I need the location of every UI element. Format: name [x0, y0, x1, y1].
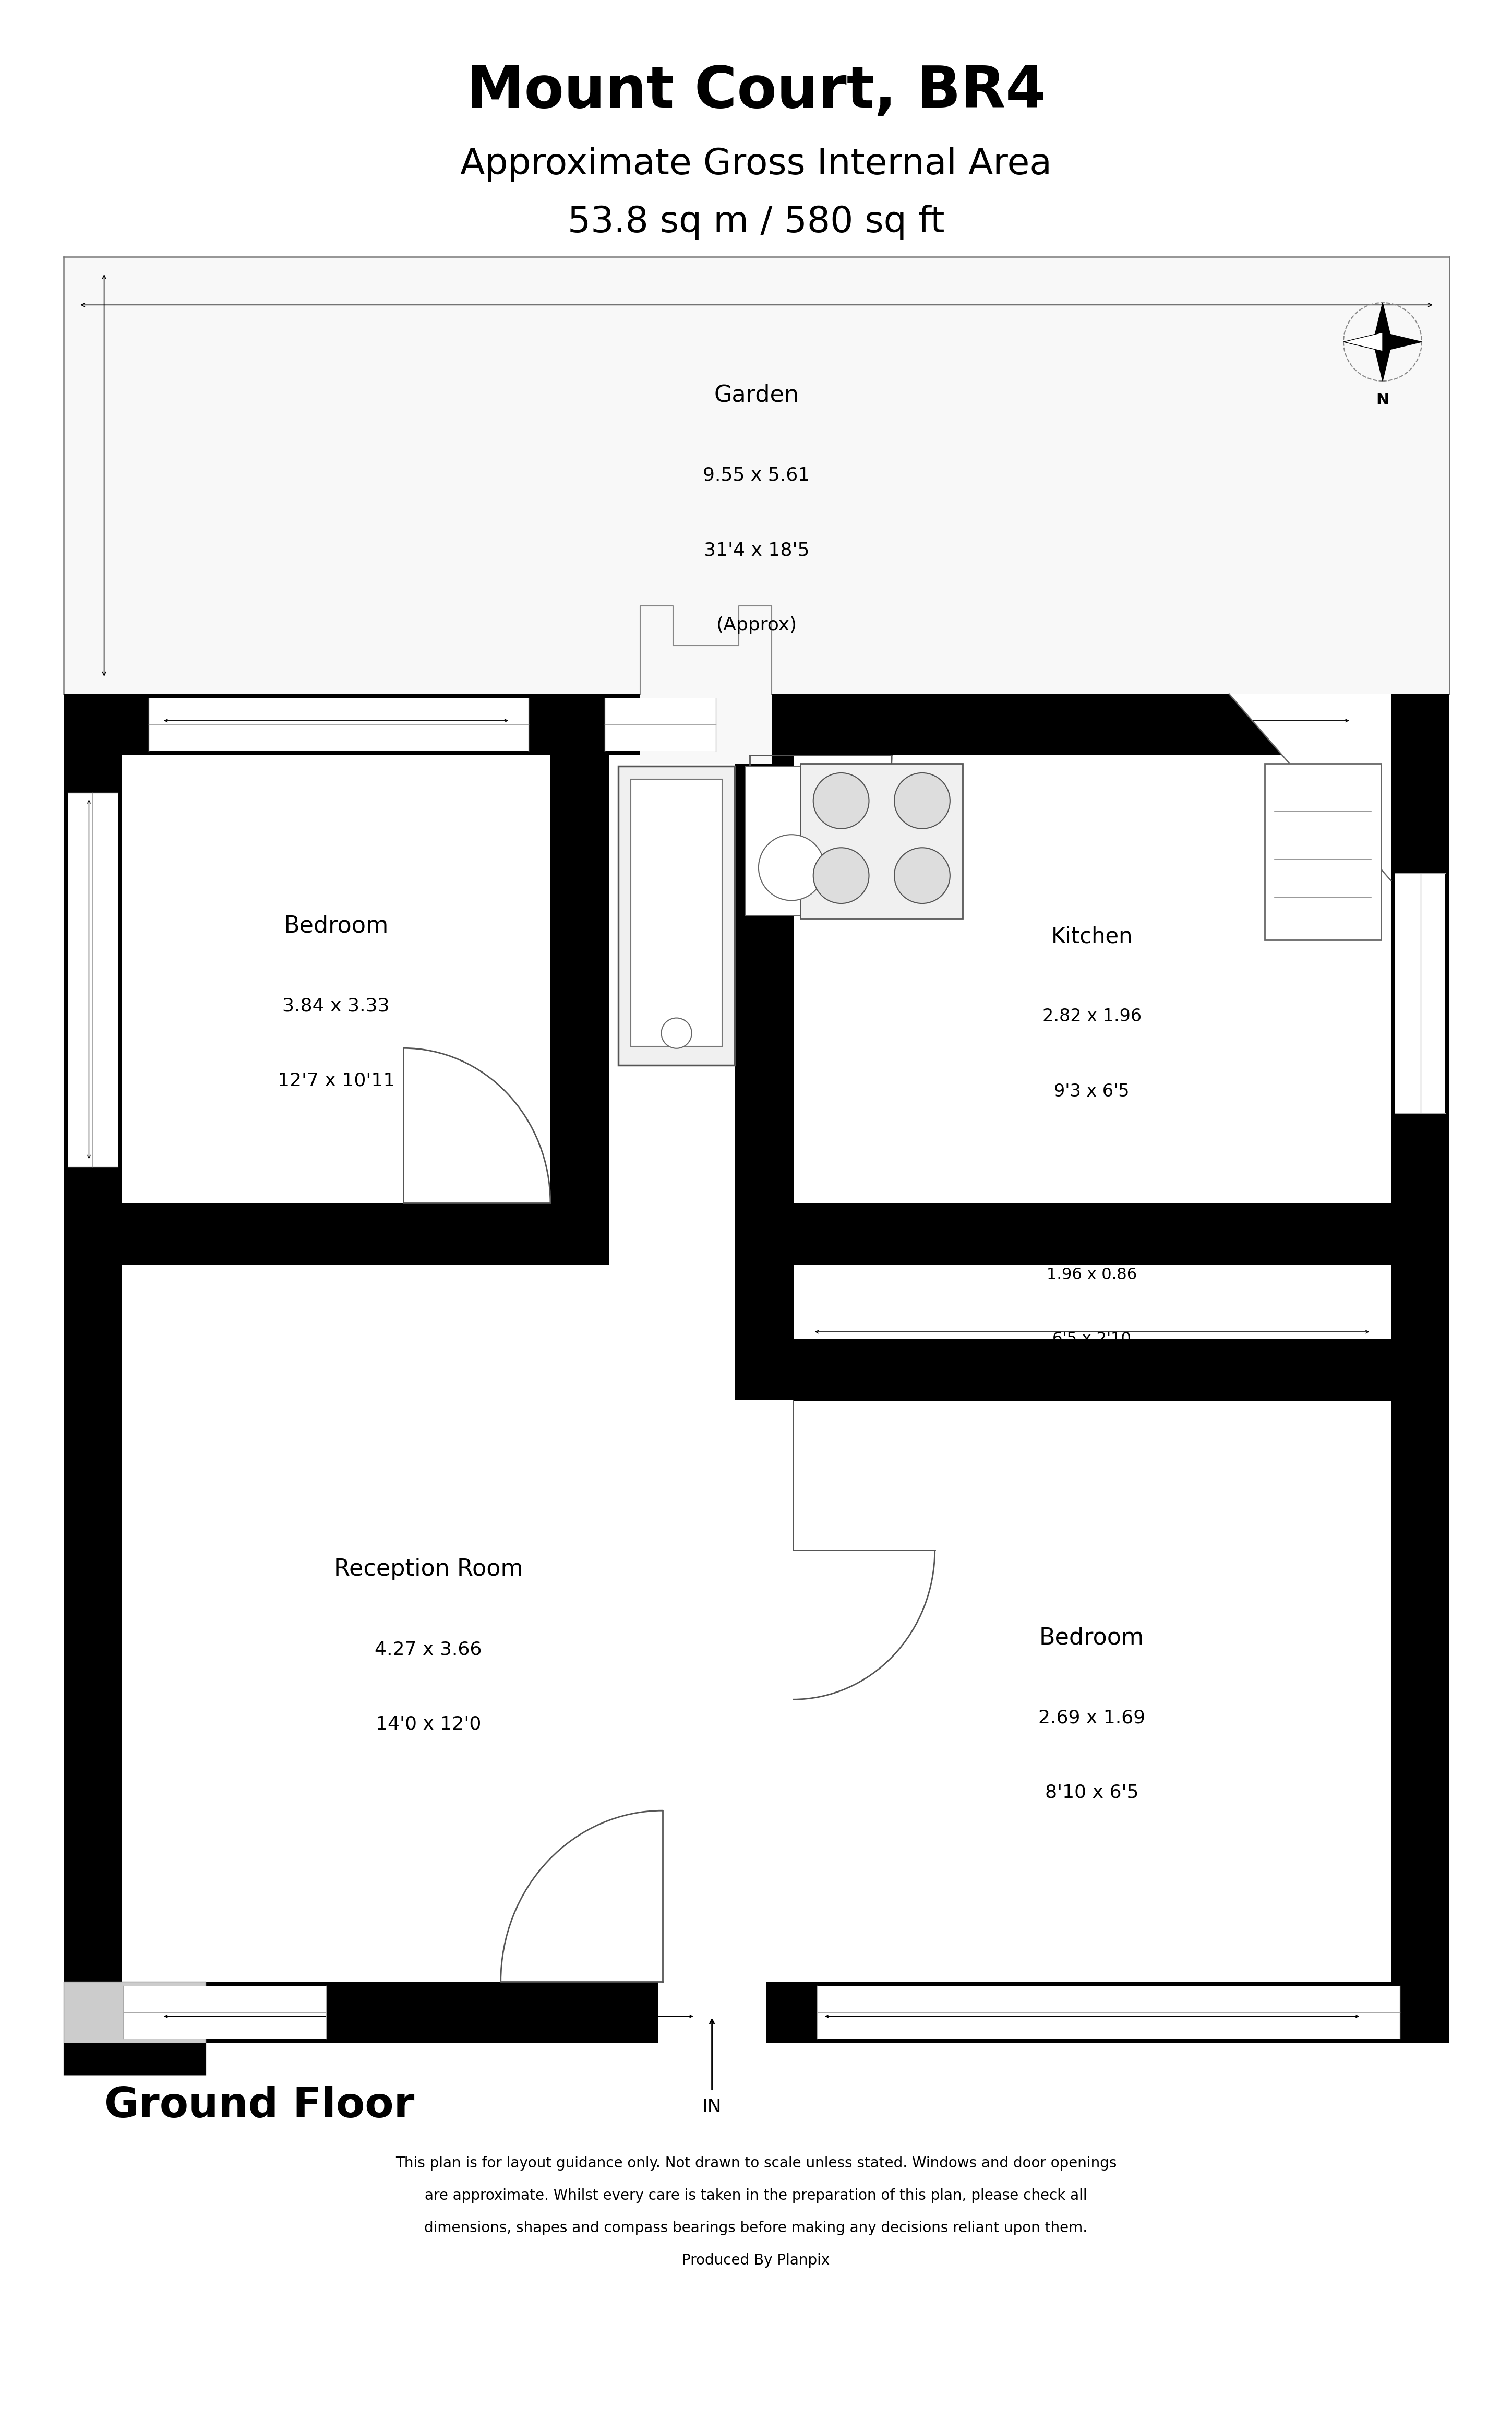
- Bar: [767, 1981, 1450, 2044]
- Bar: [1264, 764, 1380, 939]
- Text: are approximate. Whilst every care is taken in the preparation of this plan, ple: are approximate. Whilst every care is ta…: [425, 2189, 1087, 2204]
- Bar: [640, 668, 771, 764]
- Text: Ground Floor: Ground Floor: [104, 2085, 414, 2126]
- Text: This plan is for layout guidance only. Not drawn to scale unless stated. Windows: This plan is for layout guidance only. N…: [395, 2155, 1117, 2170]
- Circle shape: [813, 774, 869, 830]
- Circle shape: [759, 835, 824, 900]
- Bar: [1396, 873, 1445, 1113]
- Bar: [818, 1986, 1400, 2039]
- Circle shape: [661, 1018, 691, 1047]
- Text: 2.69 x 1.69: 2.69 x 1.69: [1039, 1708, 1145, 1727]
- Text: 3.84 x 3.33: 3.84 x 3.33: [283, 997, 390, 1016]
- Bar: [608, 755, 735, 1340]
- Bar: [631, 779, 723, 1047]
- Text: Produced By Planpix: Produced By Planpix: [682, 2252, 830, 2267]
- Text: 8'10 x 6'5: 8'10 x 6'5: [1045, 1783, 1139, 1802]
- Polygon shape: [1344, 331, 1382, 351]
- Text: 53.8 sq m / 580 sq ft: 53.8 sq m / 580 sq ft: [567, 203, 945, 239]
- Bar: [64, 2044, 206, 2076]
- Bar: [124, 1986, 327, 2039]
- Text: 9'3 x 6'5: 9'3 x 6'5: [1054, 1084, 1129, 1101]
- Bar: [64, 256, 1450, 694]
- Bar: [792, 1265, 1391, 1340]
- Bar: [68, 793, 118, 1166]
- Text: Kitchen: Kitchen: [1051, 926, 1132, 948]
- Bar: [550, 694, 609, 1265]
- Polygon shape: [1382, 331, 1421, 351]
- Circle shape: [894, 847, 950, 902]
- Text: N: N: [1376, 392, 1390, 409]
- Circle shape: [894, 774, 950, 830]
- Bar: [605, 699, 717, 750]
- Bar: [64, 1981, 658, 2044]
- Text: 1.96 x 0.86: 1.96 x 0.86: [1046, 1268, 1137, 1282]
- Text: 2.82 x 1.96: 2.82 x 1.96: [1042, 1009, 1142, 1026]
- Text: Approximate Gross Internal Area: Approximate Gross Internal Area: [460, 148, 1052, 181]
- Bar: [792, 1202, 1391, 1265]
- Bar: [64, 694, 1450, 755]
- Text: 14'0 x 12'0: 14'0 x 12'0: [375, 1715, 481, 1732]
- Polygon shape: [1373, 341, 1393, 380]
- Text: 9.55 x 5.61: 9.55 x 5.61: [703, 467, 810, 484]
- Text: 31'4 x 18'5: 31'4 x 18'5: [703, 542, 809, 559]
- Bar: [64, 694, 122, 2044]
- Text: Mount Court, BR4: Mount Court, BR4: [466, 63, 1046, 119]
- Bar: [792, 1401, 1391, 1981]
- Bar: [64, 1202, 609, 1265]
- Text: (Approx): (Approx): [717, 617, 797, 634]
- Polygon shape: [1229, 694, 1391, 881]
- Bar: [800, 764, 963, 919]
- Bar: [122, 755, 550, 1202]
- Bar: [792, 755, 1391, 1202]
- Polygon shape: [1373, 302, 1393, 341]
- Bar: [618, 767, 735, 1064]
- Bar: [792, 1340, 1391, 1401]
- Bar: [64, 1981, 206, 2076]
- Bar: [1391, 835, 1450, 2044]
- Text: 4.27 x 3.66: 4.27 x 3.66: [375, 1640, 482, 1657]
- Text: Reception Room: Reception Room: [334, 1558, 523, 1580]
- Bar: [122, 1265, 735, 1981]
- Bar: [745, 767, 839, 917]
- Text: Bedroom: Bedroom: [1039, 1626, 1145, 1650]
- Text: IN: IN: [702, 2097, 721, 2117]
- Circle shape: [813, 847, 869, 902]
- Bar: [735, 694, 794, 1401]
- Text: Bedroom: Bedroom: [284, 914, 389, 936]
- Text: dimensions, shapes and compass bearings before making any decisions reliant upon: dimensions, shapes and compass bearings …: [425, 2221, 1087, 2235]
- Bar: [1391, 694, 1450, 835]
- Text: 6'5 x 2'10: 6'5 x 2'10: [1052, 1330, 1131, 1347]
- Text: Garden: Garden: [714, 385, 798, 406]
- Bar: [148, 699, 529, 750]
- Text: 12'7 x 10'11: 12'7 x 10'11: [277, 1072, 395, 1089]
